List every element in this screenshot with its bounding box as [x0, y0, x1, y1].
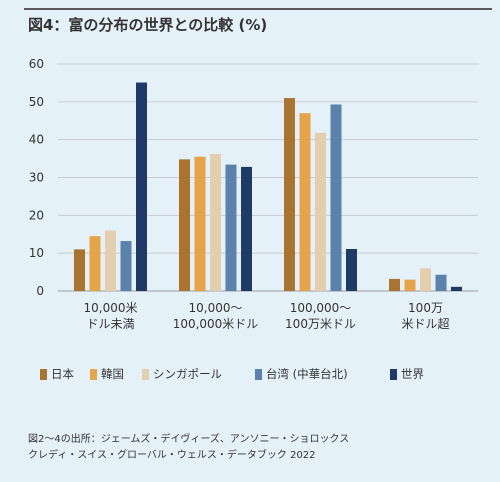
legend-swatch	[142, 368, 149, 380]
legend-label: 世界	[401, 367, 424, 381]
x-tick-label: 100,000〜	[290, 301, 352, 315]
y-tick-label: 60	[29, 57, 44, 71]
y-tick-label: 10	[29, 246, 44, 260]
legend-label: 台湾 (中華台北)	[266, 367, 348, 381]
bar	[315, 132, 326, 291]
bar	[210, 154, 221, 291]
legend-label: 韓国	[101, 367, 124, 381]
legend-swatch	[40, 368, 47, 380]
bar	[404, 279, 416, 291]
bar	[451, 286, 462, 291]
legend-item: 韓国	[90, 366, 124, 382]
bar	[420, 268, 431, 291]
legend-label: シンガポール	[153, 367, 222, 381]
legend-item: 日本	[40, 366, 74, 382]
y-tick-label: 50	[29, 95, 44, 109]
legend-swatch	[390, 368, 397, 380]
bar	[389, 278, 400, 291]
chart-title: 図4：富の分布の世界との比較 (%)	[28, 16, 268, 34]
bar	[194, 156, 206, 291]
bar	[241, 166, 252, 291]
x-tick-label: ドル未満	[86, 317, 134, 331]
y-tick-label: 20	[29, 208, 44, 222]
bar	[179, 159, 190, 291]
legend-swatch	[255, 368, 262, 380]
legend-swatch	[90, 368, 97, 380]
top-rule	[24, 8, 492, 10]
legend-item: 世界	[390, 366, 424, 382]
bar	[284, 98, 295, 291]
bar	[299, 113, 311, 291]
legend-label: 日本	[51, 367, 74, 381]
x-tick-label: 100万	[408, 301, 443, 315]
source-line-1: 図2〜4の出所：ジェームズ・デイヴィーズ、アンソニー・ショロックス	[28, 434, 350, 445]
y-tick-label: 30	[29, 171, 44, 185]
bar	[225, 164, 237, 291]
y-tick-label: 0	[36, 284, 44, 298]
bar	[136, 82, 147, 291]
bar	[435, 274, 447, 291]
bar	[120, 241, 132, 291]
x-tick-label: 100,000米ドル	[173, 317, 259, 331]
bar	[105, 230, 116, 291]
x-tick-label: 10,000米	[84, 301, 138, 315]
legend-item: シンガポール	[142, 366, 222, 382]
bar	[74, 249, 85, 291]
x-tick-label: 米ドル超	[401, 316, 449, 331]
y-tick-label: 40	[29, 133, 44, 147]
source-note: 図2〜4の出所：ジェームズ・デイヴィーズ、アンソニー・ショロックス クレディ・ス…	[28, 432, 488, 464]
bar	[346, 249, 357, 291]
x-tick-label: 100万米ドル	[285, 317, 356, 331]
x-tick-label: 10,000〜	[189, 301, 243, 315]
bar	[89, 236, 101, 291]
bar	[330, 104, 342, 292]
legend-item: 台湾 (中華台北)	[255, 366, 348, 382]
source-line-2: クレディ・スイス・グローバル・ウェルス・データブック 2022	[28, 450, 316, 461]
